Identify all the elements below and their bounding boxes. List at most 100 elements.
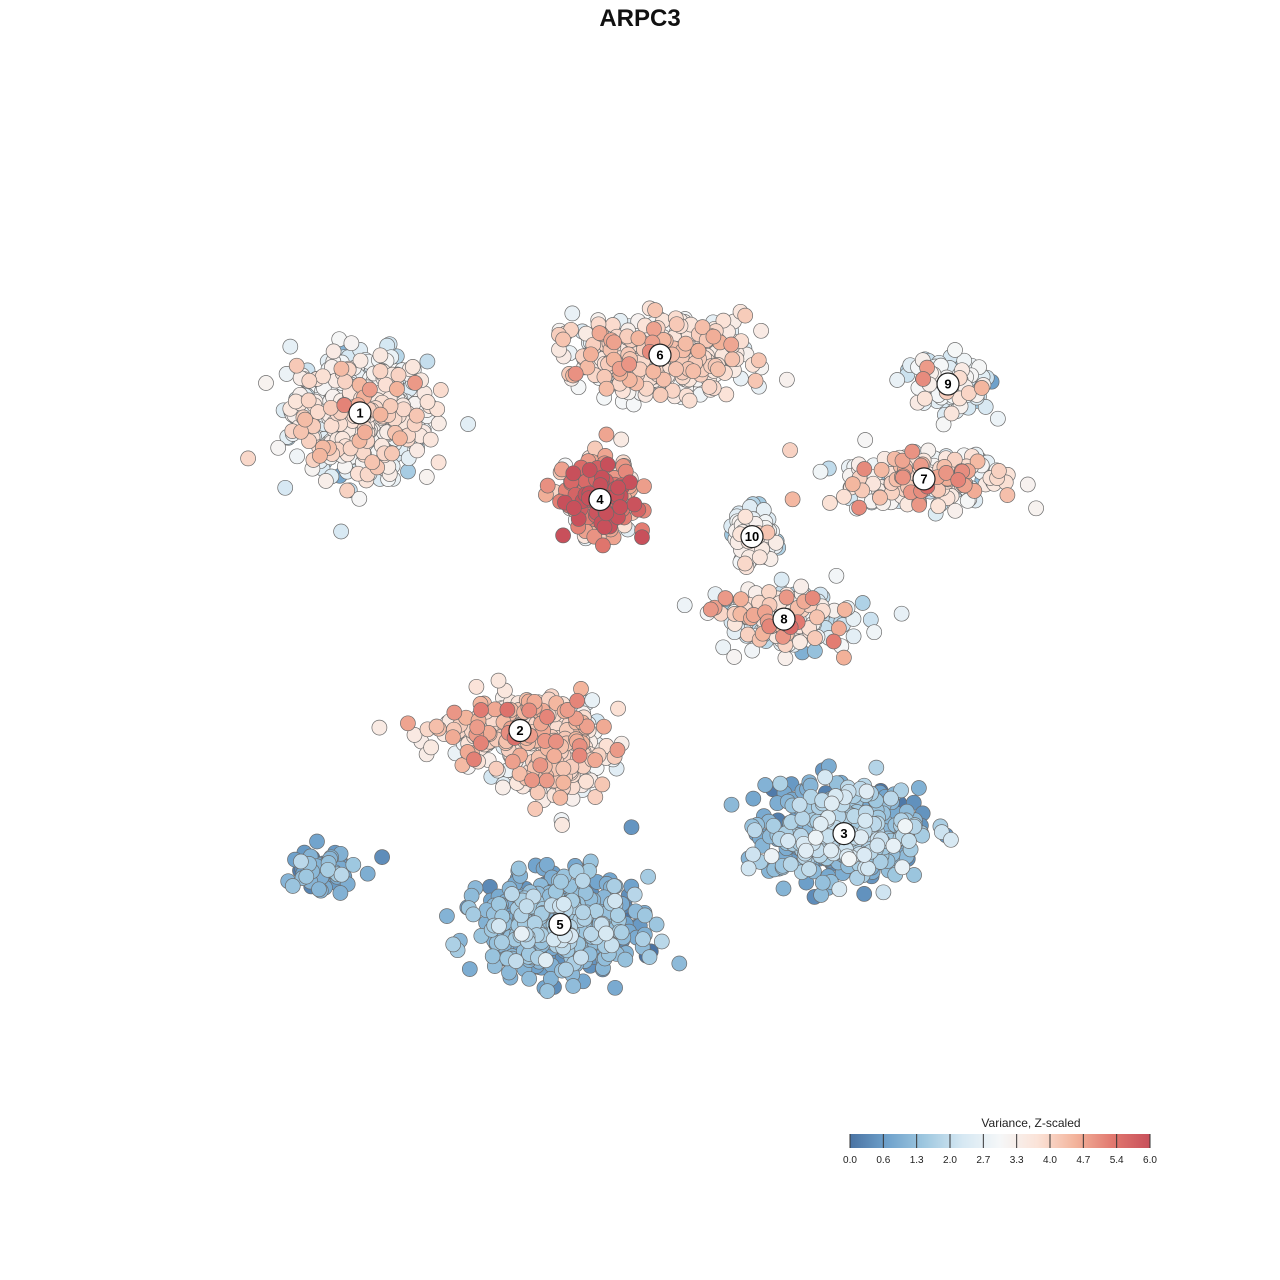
colorbar-tick-label: 2.7 [976,1155,990,1166]
colorbar-tick-label: 0.0 [843,1155,857,1166]
data-point [297,411,313,428]
data-point [598,426,615,443]
chart-title: ARPC3 [599,5,680,32]
data-point [901,833,917,849]
data-point [856,847,873,863]
data-point [298,868,315,885]
data-point [772,775,789,792]
data-point [646,321,662,337]
data-point [637,907,653,924]
data-point [558,961,574,978]
data-point [854,595,871,611]
data-point [575,904,591,921]
data-point [508,953,524,969]
data-point [916,390,933,407]
data-point [780,833,796,849]
colorbar-tick-label: 6.0 [1143,1155,1157,1166]
data-point [990,410,1006,427]
data-point [973,380,990,396]
data-point [812,463,829,480]
data-point [473,702,489,718]
cluster-label: 5 [548,912,572,937]
cluster-label-text: 7 [920,471,927,486]
data-point [364,454,381,471]
data-point [807,829,824,846]
data-point [897,818,914,835]
data-point [999,487,1016,503]
data-point [596,519,613,536]
data-point [623,819,640,836]
cluster-label-text: 8 [780,612,787,627]
data-point [510,860,527,877]
data-point [723,336,740,353]
data-point [504,753,521,770]
data-point [828,567,845,584]
data-point [681,392,698,409]
cluster-label-text: 6 [656,348,663,363]
data-point [779,371,795,388]
data-point [312,447,328,464]
data-point [384,445,400,462]
data-point [372,347,389,364]
data-point [904,443,921,460]
data-point [807,630,823,646]
data-point [872,489,888,506]
data-point [408,407,425,424]
data-point [539,709,555,725]
data-point [491,918,507,934]
data-point [289,448,305,465]
data-point [567,365,584,382]
colorbar-gradient [850,1134,1150,1148]
data-point [484,948,501,965]
data-point [943,405,960,422]
data-point [555,896,572,912]
data-point [594,776,611,793]
data-point [883,790,899,807]
cluster-label-text: 5 [556,917,563,932]
data-point [1019,476,1036,493]
data-point [371,719,388,736]
data-point [277,479,294,496]
data-point [636,478,652,495]
data-point [574,872,591,889]
data-point [836,601,853,618]
data-point [950,472,967,488]
data-point [775,880,792,897]
data-point [723,796,740,813]
data-point [777,650,794,666]
data-point [652,387,669,403]
data-point [668,361,684,378]
data-point [782,856,799,873]
colorbar-tick-label: 2.0 [943,1155,957,1166]
data-point [610,907,626,923]
data-point [895,469,911,486]
data-point [885,837,902,854]
data-point [857,812,874,829]
data-point [466,751,482,768]
cluster-label-text: 9 [944,377,951,392]
data-point [671,955,688,972]
data-point [407,375,423,391]
data-point [293,853,309,870]
data-point [598,380,615,397]
colorbar-tick-label: 3.3 [1010,1155,1024,1166]
data-point [613,924,630,941]
data-point [653,933,670,950]
data-point [733,591,749,608]
data-point [258,375,274,391]
data-point [432,382,449,398]
colorbar-tick-label: 0.6 [876,1155,890,1166]
data-point [343,335,360,352]
data-point [747,372,764,389]
colorbar-tick-label: 5.4 [1110,1155,1124,1166]
data-point [564,305,581,322]
data-point [809,609,825,626]
data-point [504,886,520,902]
data-point [469,719,486,736]
data-point [488,760,505,777]
data-point [753,322,769,339]
data-point [690,343,707,359]
data-point [609,742,626,758]
data-point [430,454,447,471]
